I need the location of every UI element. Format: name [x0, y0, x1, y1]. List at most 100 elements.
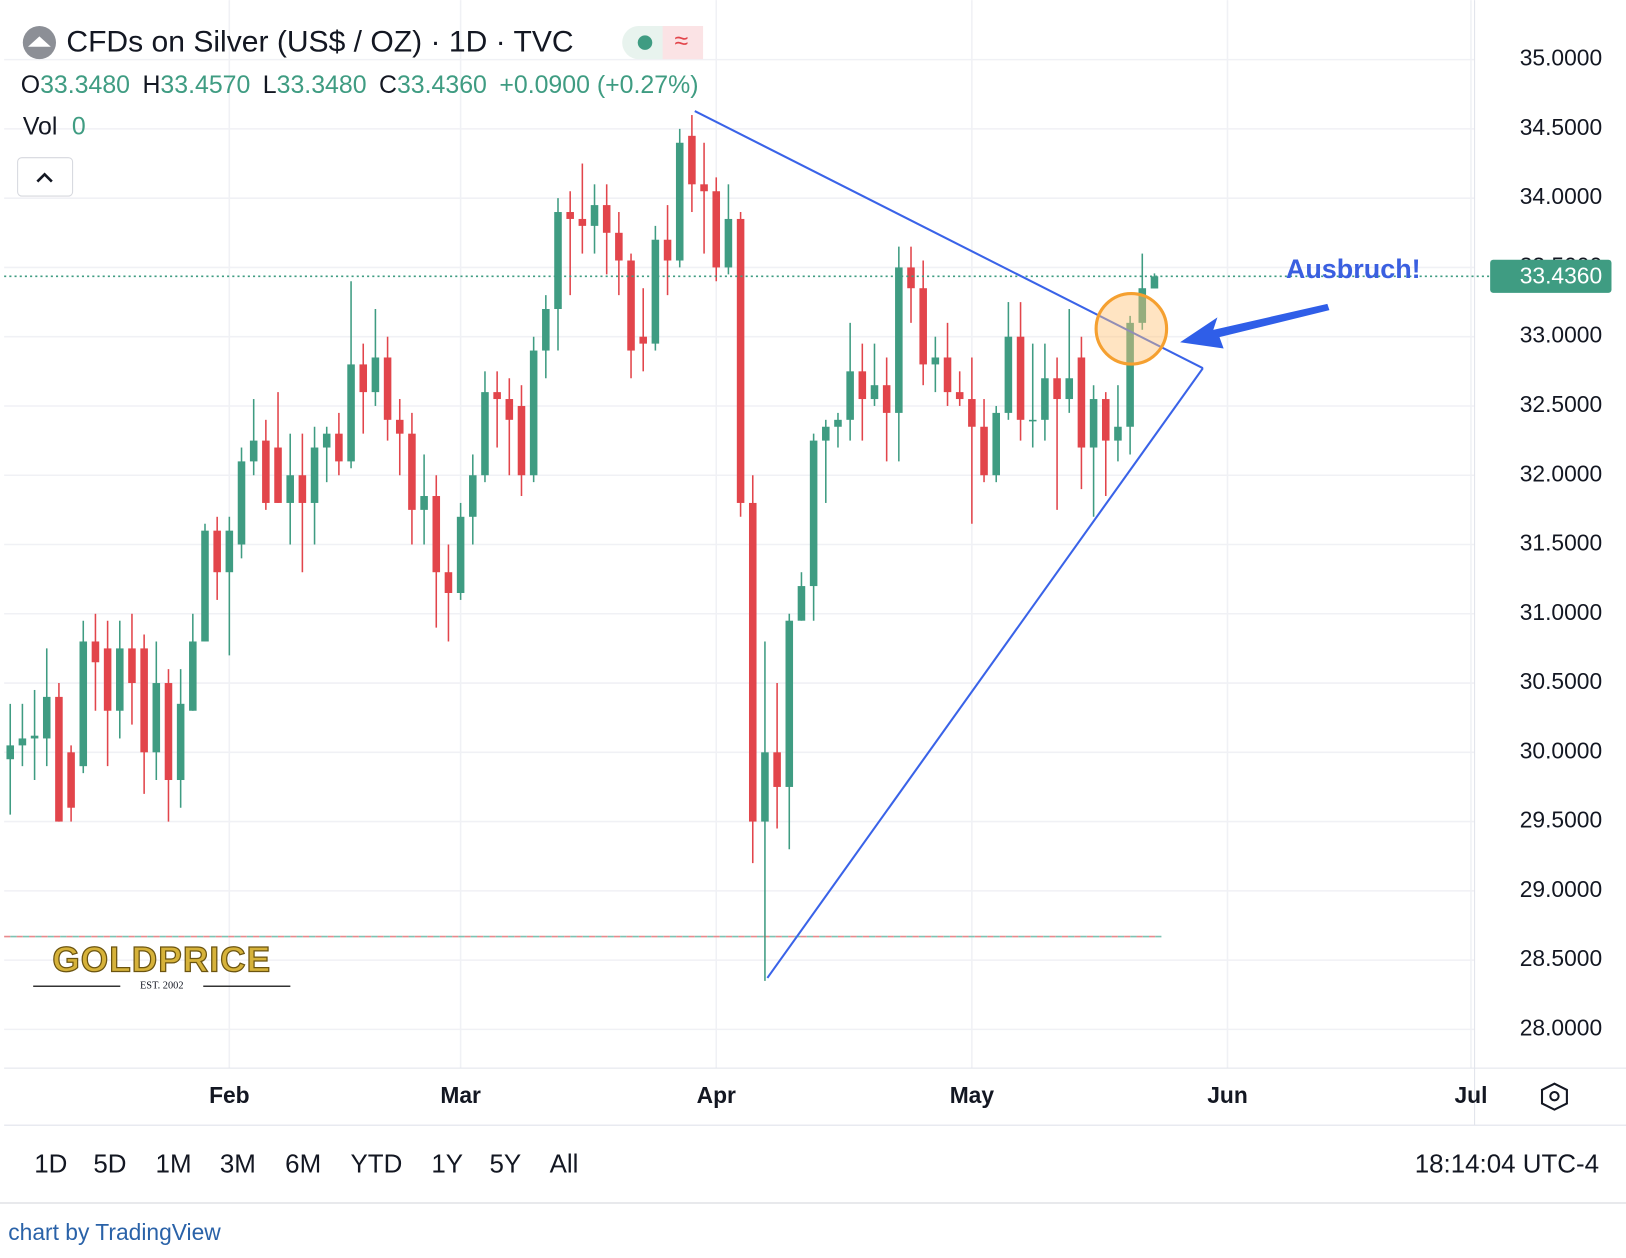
candle-body [176, 703, 185, 781]
candle-body [1041, 378, 1049, 420]
candle-body [566, 212, 574, 219]
y-tick-label: 29.5000 [1520, 807, 1602, 833]
vol-label: Vol [23, 112, 58, 140]
candle-body [748, 502, 757, 822]
range-button[interactable]: 1D [34, 1150, 67, 1178]
logo-text: GOLDPRICE [52, 941, 271, 980]
candle-body [968, 399, 976, 427]
candle-body [335, 433, 343, 462]
o-value: 33.3480 [40, 71, 130, 99]
candle-body [1016, 336, 1025, 420]
range-button[interactable]: YTD [351, 1150, 403, 1178]
candle-body [882, 385, 891, 413]
settings-icon[interactable] [1540, 1082, 1568, 1111]
y-tick-label: 32.0000 [1520, 460, 1602, 486]
y-tick-label: 28.0000 [1520, 1014, 1602, 1040]
arrow [1180, 303, 1330, 349]
candle-body [213, 530, 221, 573]
candle-body [91, 641, 100, 663]
candle-body [67, 752, 75, 808]
chevron [36, 172, 53, 183]
candles [4, 115, 1491, 981]
candle-body [395, 419, 404, 434]
x-tick-label: Apr [697, 1082, 736, 1108]
range-button[interactable]: All [550, 1150, 579, 1178]
candle-body [420, 496, 428, 510]
candle-body [79, 641, 88, 767]
candle-body [651, 239, 660, 344]
candle-body [1004, 336, 1013, 413]
y-tick-label: 30.0000 [1520, 737, 1602, 763]
candle-body [18, 738, 27, 746]
logo-est: EST. 2002 [140, 981, 184, 992]
range-button[interactable]: 1Y [431, 1150, 463, 1178]
y-tick-label: 28.5000 [1520, 945, 1602, 971]
last-price-box [1490, 259, 1612, 293]
candle-body [322, 433, 331, 448]
collapse-button[interactable] [17, 157, 74, 197]
c-value: 33.4360 [397, 71, 487, 99]
status-badge [662, 25, 704, 60]
candle-body [1138, 288, 1147, 323]
candle-body [858, 371, 867, 400]
y-tick-label: 31.0000 [1520, 599, 1602, 625]
candle-body [1065, 378, 1074, 400]
candle-body [517, 405, 526, 476]
candle-body [249, 440, 258, 462]
candle-body [529, 350, 538, 476]
candle-body [907, 267, 915, 289]
candle-body [128, 648, 136, 684]
y-tick-label: 35.0000 [1520, 45, 1602, 71]
candle-body [55, 696, 63, 822]
candle-body [663, 239, 672, 261]
h-label: H [142, 71, 160, 99]
settings-icon-center [1549, 1090, 1560, 1102]
candle-body [761, 752, 769, 822]
candle-body [919, 288, 927, 365]
candle-body [116, 648, 124, 711]
candle-body [797, 586, 806, 621]
candle-body [262, 440, 270, 503]
candle-body [469, 475, 477, 517]
candle-body [834, 419, 842, 427]
c-label: C [379, 71, 397, 99]
x-tick-label: Mar [440, 1082, 481, 1108]
candle-body [639, 336, 647, 344]
candle-body [408, 433, 416, 510]
candle-body [347, 364, 355, 462]
footer-credit: chart by TradingView [8, 1219, 221, 1245]
trend-line [766, 367, 1204, 979]
candle-body [140, 648, 148, 753]
y-tick-label: 30.5000 [1520, 668, 1602, 694]
range-button[interactable]: 5D [93, 1150, 126, 1178]
y-tick-label: 33.0000 [1520, 322, 1602, 348]
range-button[interactable]: 1M [156, 1150, 192, 1178]
trend-line [694, 110, 1204, 370]
candle-body [773, 752, 781, 787]
candle-body [30, 735, 39, 739]
candle-body [712, 191, 721, 268]
candle-body [688, 135, 696, 185]
candle-body [225, 530, 234, 573]
candle-body [189, 641, 197, 711]
candle-body [846, 371, 854, 420]
change: +0.0900 (+0.27%) [499, 71, 698, 99]
x-tick-label: May [950, 1082, 995, 1108]
candle-body [822, 426, 830, 441]
range-button[interactable]: 3M [220, 1150, 256, 1178]
candle-body [1028, 419, 1037, 422]
candle-body [1089, 399, 1098, 448]
range-toolbar: 1D 5D 1M 3M 6M YTD 1Y 5Y All [34, 1150, 578, 1178]
candle-body [505, 399, 514, 420]
range-button[interactable]: 6M [285, 1150, 321, 1178]
candle-body [456, 516, 465, 593]
candle-body [201, 530, 209, 642]
candle-body [943, 357, 952, 393]
candle-body [493, 392, 501, 400]
symbol-icon-mark [27, 36, 51, 47]
candle-body [870, 385, 879, 400]
range-button[interactable]: 5Y [489, 1150, 521, 1178]
candle-body [1053, 378, 1061, 400]
highlight-circle [1094, 291, 1169, 366]
y-tick-label: 32.5000 [1520, 391, 1602, 417]
